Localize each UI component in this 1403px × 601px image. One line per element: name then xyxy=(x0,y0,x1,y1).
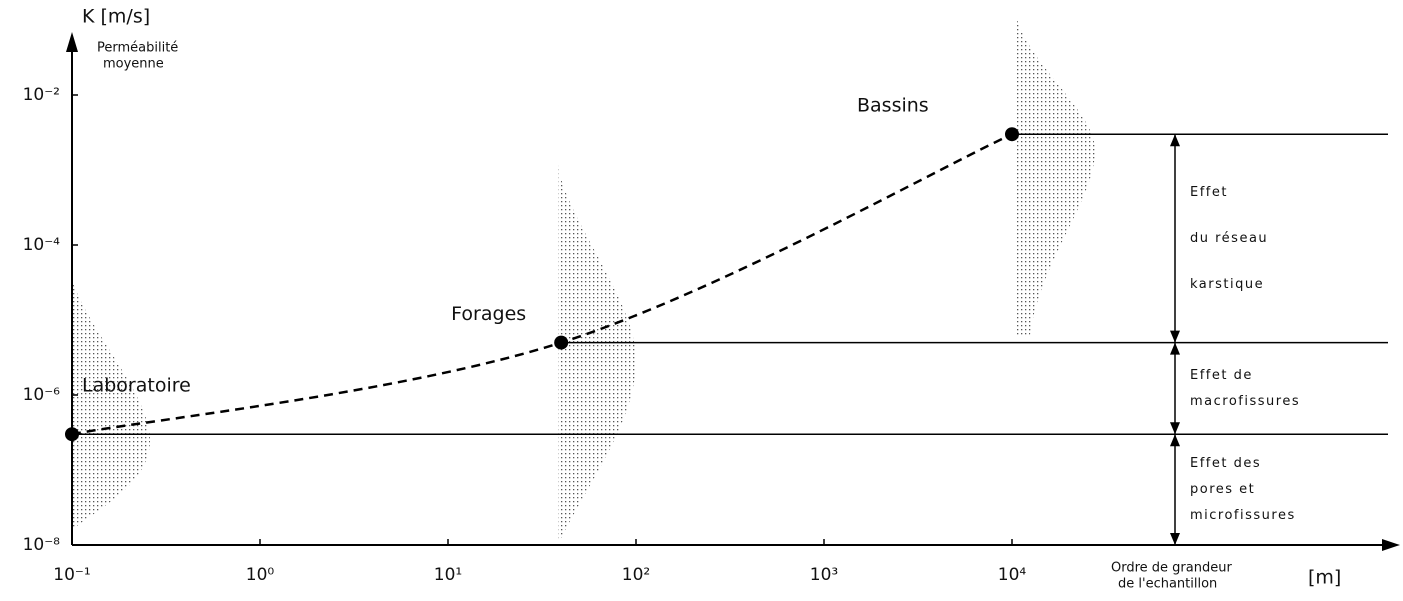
lab-distribution xyxy=(72,280,150,530)
y-axis-arrow xyxy=(66,32,78,52)
data-point xyxy=(65,427,79,442)
y-tick-label: 10⁻² xyxy=(23,85,60,105)
point-label: Bassins xyxy=(857,95,929,117)
trend-line xyxy=(71,133,1013,436)
bassins-distribution xyxy=(1015,10,1095,335)
effect-label: du réseau xyxy=(1190,231,1268,246)
arrow-head xyxy=(1170,330,1180,343)
x-axis-arrow xyxy=(1382,539,1400,551)
x-tick-label: 10⁻¹ xyxy=(53,565,90,585)
x-tick-label: 10¹ xyxy=(434,565,462,585)
effect-label: Effet de xyxy=(1190,368,1253,383)
arrow-head xyxy=(1170,134,1180,147)
y-axis-sublabel: Perméabilité xyxy=(97,41,178,56)
effect-label: Effet des xyxy=(1190,456,1261,471)
distributions xyxy=(72,10,1095,540)
forages-distribution xyxy=(558,165,636,540)
x-axis-unit: [m] xyxy=(1308,567,1341,589)
y-tick-label: 10⁻⁶ xyxy=(23,385,61,405)
effect-label: Effet xyxy=(1190,185,1228,200)
effect-label: karstique xyxy=(1190,277,1264,292)
x-tick-label: 10³ xyxy=(810,565,838,585)
y-axis-sublabel: moyenne xyxy=(103,57,164,72)
effect-label: pores et xyxy=(1190,482,1255,497)
x-tick-label: 10⁴ xyxy=(998,565,1027,585)
arrow-head xyxy=(1170,422,1180,435)
effect-label: macrofissures xyxy=(1190,394,1300,409)
x-axis-label: Ordre de grandeur xyxy=(1111,561,1232,576)
y-tick-label: 10⁻⁸ xyxy=(23,535,61,555)
point-label: Laboratoire xyxy=(82,375,191,397)
data-point xyxy=(554,335,569,350)
data-point xyxy=(1005,127,1019,142)
y-axis-label: K [m/s] xyxy=(82,6,150,28)
effect-label: microfissures xyxy=(1190,508,1296,523)
x-axis-label: de l'echantillon xyxy=(1118,577,1217,592)
x-tick-label: 10⁰ xyxy=(246,565,275,585)
y-tick-label: 10⁻⁴ xyxy=(23,235,61,255)
x-tick-label: 10² xyxy=(622,565,650,585)
point-label: Forages xyxy=(451,303,526,325)
arrow-head xyxy=(1170,434,1180,447)
arrow-head xyxy=(1170,342,1180,355)
arrow-head xyxy=(1170,533,1180,545)
